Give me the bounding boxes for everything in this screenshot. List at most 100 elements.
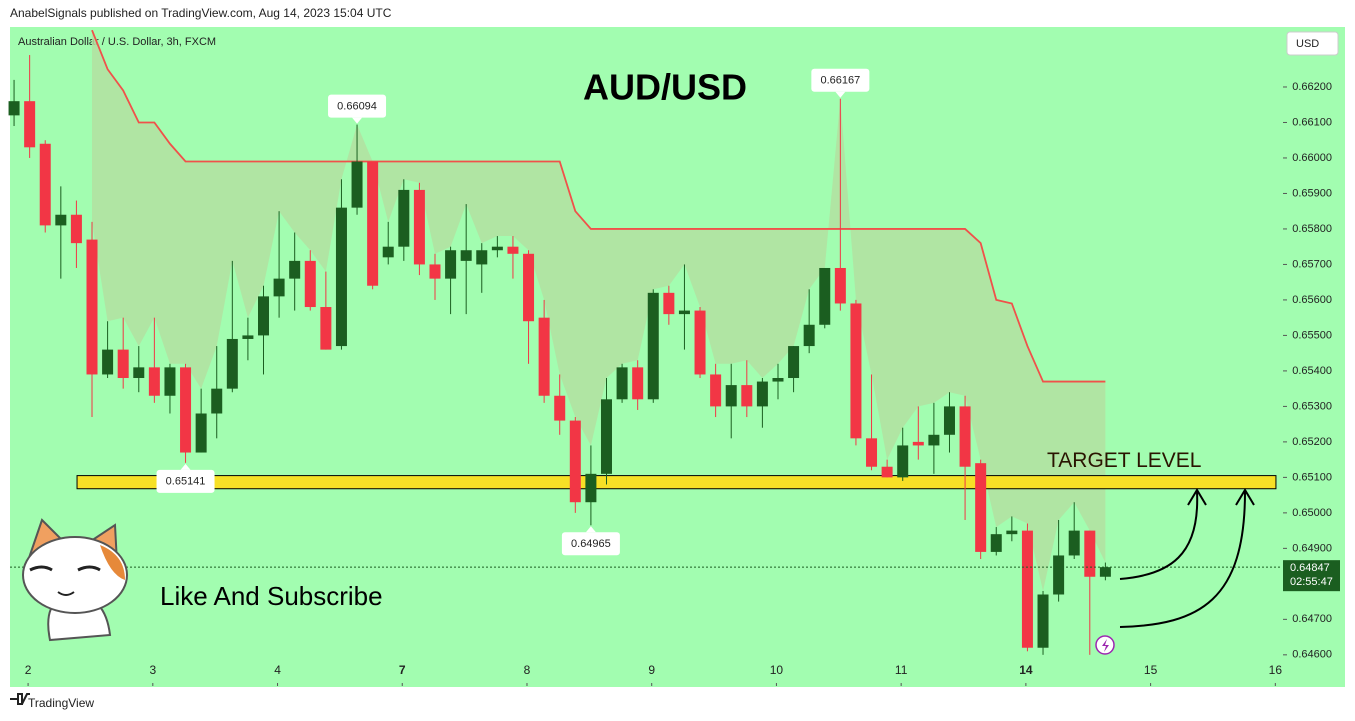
candle-body: [382, 246, 394, 258]
candle-body: [554, 395, 566, 421]
y-tick-label: 0.65900: [1292, 187, 1332, 199]
candle-body: [164, 367, 176, 396]
x-tick-label: 2: [25, 663, 32, 677]
x-tick-label: 9: [648, 663, 655, 677]
candle-body: [538, 317, 550, 396]
y-tick-label: 0.64700: [1292, 613, 1332, 625]
currency[interactable]: USD: [1296, 38, 1319, 50]
candle-body: [304, 260, 316, 308]
candle-body: [351, 161, 363, 208]
candle-body: [850, 303, 862, 439]
last-price: 0.64847: [1290, 562, 1330, 574]
candle-body: [694, 310, 706, 375]
candle-body: [990, 534, 1002, 552]
target-label: TARGET LEVEL: [1047, 449, 1201, 472]
y-tick-label: 0.65200: [1292, 436, 1332, 448]
x-tick-label: 7: [399, 663, 406, 677]
callout-pointer: [585, 526, 596, 533]
candle-body: [1068, 530, 1080, 556]
candle-body: [1084, 530, 1096, 577]
candle-body: [195, 413, 207, 453]
candle-body: [725, 385, 737, 407]
candle-body: [803, 324, 815, 347]
overlay-line: [91, 29, 1106, 383]
candle-body: [211, 388, 223, 414]
x-tick-label: 8: [524, 663, 531, 677]
candle-body: [335, 207, 347, 347]
caption: Like And Subscribe: [160, 581, 383, 611]
arrow-head: [1187, 488, 1207, 506]
x-tick-label: 15: [1144, 663, 1158, 677]
candle-body: [975, 463, 987, 552]
countdown: 02:55:47: [1290, 576, 1333, 588]
header: AnabelSignals published on TradingView.c…: [10, 6, 392, 20]
last-price-box: [1283, 560, 1340, 592]
callout-label: 0.65141: [166, 476, 206, 488]
candle-body: [788, 346, 800, 379]
y-tick-label: 0.64900: [1292, 542, 1332, 554]
y-tick-label: 0.66000: [1292, 152, 1332, 164]
candle-body: [242, 335, 254, 339]
subtitle: Australian Dollar / U.S. Dollar, 3h, FXC…: [18, 36, 216, 48]
candle-body: [226, 338, 238, 389]
candle-body: [258, 296, 270, 336]
y-tick-label: 0.66100: [1292, 116, 1332, 128]
candle-body: [39, 143, 51, 226]
y-tick-label: 0.65000: [1292, 507, 1332, 519]
candle-body: [476, 250, 488, 265]
y-tick-label: 0.66200: [1292, 81, 1332, 93]
candle-body: [367, 161, 379, 286]
candle-body: [523, 253, 535, 322]
currency-box[interactable]: [1286, 31, 1339, 56]
candle-body: [398, 189, 410, 247]
x-tick-label: 3: [149, 663, 156, 677]
candle-body: [70, 214, 82, 244]
candle-body: [429, 264, 441, 279]
candle-body: [632, 367, 644, 400]
candle-body: [55, 214, 67, 226]
callout-label: 0.66094: [337, 101, 377, 113]
candle-body: [600, 399, 612, 474]
candle-body: [928, 434, 940, 446]
callout-label: 0.64965: [571, 538, 611, 550]
callout-pointer: [835, 91, 846, 98]
y-tick-label: 0.65400: [1292, 365, 1332, 377]
y-tick-label: 0.65100: [1292, 471, 1332, 483]
candle-body: [148, 367, 160, 396]
candle-body: [866, 438, 878, 467]
y-tick-label: 0.64600: [1292, 649, 1332, 661]
candle-body: [1099, 567, 1111, 577]
candle-body: [289, 260, 301, 279]
candle-body: [943, 406, 955, 435]
logo: [10, 693, 30, 705]
alert-bolt: [1102, 639, 1109, 652]
candle-body: [320, 307, 332, 350]
candle-body: [569, 420, 581, 503]
plot: TARGET LEVEL 0.64847 02:55:47 0.64600 0.6470…: [8, 29, 1340, 686]
candle-body: [881, 466, 893, 478]
candle-body: [133, 367, 145, 379]
candle-body: [897, 445, 909, 478]
candle-body: [741, 385, 753, 407]
callout-box: [328, 94, 387, 118]
candle-body: [819, 267, 831, 325]
y-tick-label: 0.65500: [1292, 329, 1332, 341]
callout-pointer: [180, 463, 191, 470]
arrow-head: [1235, 488, 1255, 506]
candle-body: [24, 101, 36, 148]
candle-body: [756, 381, 768, 407]
y-tick-label: 0.65300: [1292, 400, 1332, 412]
candle-body: [460, 250, 472, 261]
cat-sticker: [22, 518, 128, 642]
candle-body: [413, 189, 425, 265]
x-tick-label: 14: [1019, 663, 1033, 677]
footer: TradingView: [28, 696, 94, 710]
candle-body: [491, 246, 503, 251]
callout-box: [811, 68, 870, 92]
candle-body: [834, 267, 846, 304]
candle-body: [445, 250, 457, 279]
candle-body: [1006, 530, 1018, 535]
candle-body: [1053, 555, 1065, 595]
x-tick-label: 11: [895, 663, 908, 677]
